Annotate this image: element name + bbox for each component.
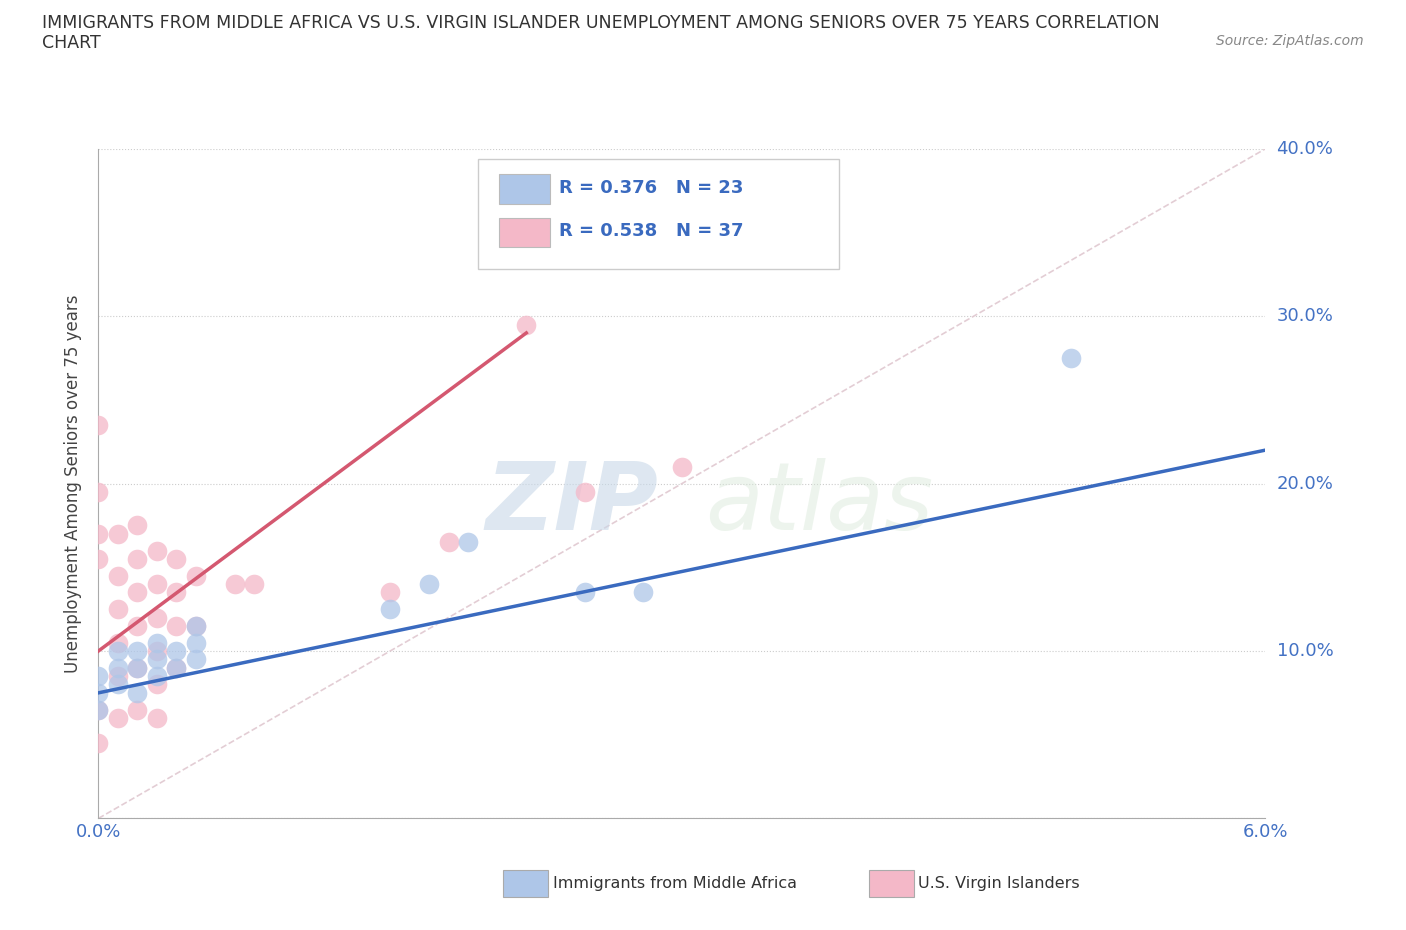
- Text: 40.0%: 40.0%: [1277, 140, 1333, 158]
- Point: [107, 644, 129, 658]
- Point: [184, 652, 207, 667]
- Point: [515, 317, 537, 332]
- Point: [146, 577, 169, 591]
- Point: [107, 669, 129, 684]
- Text: ZIP: ZIP: [485, 458, 658, 550]
- Text: 20.0%: 20.0%: [1277, 474, 1333, 493]
- Point: [378, 585, 402, 600]
- Point: [87, 418, 110, 432]
- Point: [87, 669, 110, 684]
- Point: [165, 618, 187, 633]
- Text: atlas: atlas: [706, 458, 934, 550]
- Point: [87, 736, 110, 751]
- Point: [184, 618, 207, 633]
- Point: [87, 485, 110, 499]
- Point: [243, 577, 266, 591]
- Point: [127, 660, 149, 675]
- Point: [107, 602, 129, 617]
- Point: [87, 685, 110, 700]
- Point: [1060, 351, 1083, 365]
- Point: [146, 543, 169, 558]
- Point: [378, 602, 402, 617]
- Text: U.S. Virgin Islanders: U.S. Virgin Islanders: [918, 876, 1080, 891]
- Y-axis label: Unemployment Among Seniors over 75 years: Unemployment Among Seniors over 75 years: [65, 295, 83, 672]
- Point: [146, 610, 169, 625]
- Point: [184, 568, 207, 583]
- Point: [574, 585, 596, 600]
- Point: [146, 669, 169, 684]
- Text: R = 0.538   N = 37: R = 0.538 N = 37: [560, 222, 744, 240]
- Point: [418, 577, 440, 591]
- Point: [146, 635, 169, 650]
- FancyBboxPatch shape: [478, 159, 839, 270]
- Point: [127, 618, 149, 633]
- Point: [631, 585, 654, 600]
- Point: [457, 535, 479, 550]
- Text: Source: ZipAtlas.com: Source: ZipAtlas.com: [1216, 34, 1364, 48]
- Point: [146, 677, 169, 692]
- Point: [87, 702, 110, 717]
- Point: [107, 568, 129, 583]
- Point: [146, 711, 169, 725]
- Point: [127, 660, 149, 675]
- Point: [165, 585, 187, 600]
- Point: [184, 635, 207, 650]
- Point: [127, 551, 149, 566]
- Point: [146, 652, 169, 667]
- Point: [87, 551, 110, 566]
- Point: [87, 526, 110, 541]
- Point: [671, 459, 693, 474]
- Text: R = 0.376   N = 23: R = 0.376 N = 23: [560, 179, 744, 196]
- Point: [107, 677, 129, 692]
- FancyBboxPatch shape: [499, 174, 550, 204]
- Point: [184, 618, 207, 633]
- Point: [165, 660, 187, 675]
- Point: [107, 660, 129, 675]
- Point: [574, 485, 596, 499]
- Point: [127, 644, 149, 658]
- Point: [165, 660, 187, 675]
- Point: [107, 526, 129, 541]
- Point: [224, 577, 246, 591]
- Point: [107, 711, 129, 725]
- Point: [127, 518, 149, 533]
- Point: [127, 585, 149, 600]
- Text: CHART: CHART: [42, 34, 101, 52]
- Point: [165, 551, 187, 566]
- Text: 10.0%: 10.0%: [1277, 642, 1333, 660]
- Point: [87, 702, 110, 717]
- Point: [146, 644, 169, 658]
- Point: [437, 535, 460, 550]
- Point: [127, 702, 149, 717]
- Text: 30.0%: 30.0%: [1277, 307, 1333, 326]
- FancyBboxPatch shape: [499, 218, 550, 247]
- Point: [165, 644, 187, 658]
- Point: [127, 685, 149, 700]
- Text: IMMIGRANTS FROM MIDDLE AFRICA VS U.S. VIRGIN ISLANDER UNEMPLOYMENT AMONG SENIORS: IMMIGRANTS FROM MIDDLE AFRICA VS U.S. VI…: [42, 14, 1160, 32]
- Text: Immigrants from Middle Africa: Immigrants from Middle Africa: [553, 876, 797, 891]
- Point: [107, 635, 129, 650]
